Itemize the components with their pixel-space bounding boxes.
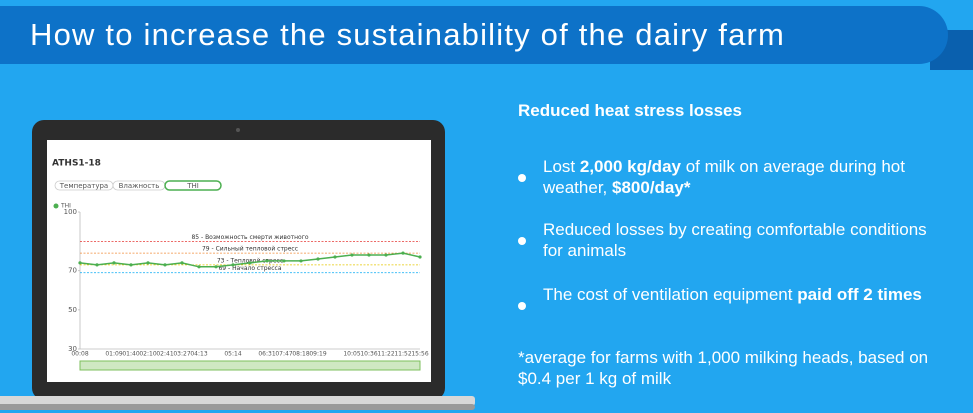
threshold-label: 85 - Возможность смерти животного bbox=[191, 234, 308, 241]
data-point bbox=[418, 255, 422, 259]
bullet-dot bbox=[518, 302, 526, 310]
bullet-text: of milk on average during hot weather, bbox=[543, 157, 910, 197]
data-point bbox=[299, 259, 303, 263]
camera bbox=[236, 128, 240, 132]
x-tick-label: 07:47 bbox=[275, 351, 292, 358]
x-tick-label: 11:52 bbox=[394, 351, 411, 358]
bullet-dot bbox=[518, 237, 526, 245]
section-heading: Reduced heat stress losses bbox=[518, 101, 742, 120]
x-tick-label: 01:40 bbox=[122, 351, 139, 358]
data-point bbox=[129, 263, 133, 267]
data-point bbox=[95, 263, 99, 267]
x-tick-label: 11:22 bbox=[377, 351, 394, 358]
title-banner bbox=[0, 6, 948, 64]
x-tick-label: 05:14 bbox=[224, 351, 241, 358]
bullet-item: Lost 2,000 kg/day of milk on average dur… bbox=[543, 156, 943, 198]
legend-label: THI bbox=[60, 203, 71, 210]
threshold-label: 69 - Начало стресса bbox=[218, 265, 281, 272]
laptop: ATHS1-18 Температура Влажность THI THI 30 50 7… bbox=[0, 120, 475, 410]
bullet-text: Reduced losses by creating comfortable c… bbox=[543, 220, 932, 260]
x-tick-label: 15:56 bbox=[411, 351, 428, 358]
data-point bbox=[384, 253, 388, 257]
bullet-text: $800/day* bbox=[612, 178, 691, 197]
data-point bbox=[350, 253, 354, 257]
data-point bbox=[265, 259, 269, 263]
data-point bbox=[163, 263, 167, 267]
bullet-text: 2,000 kg/day bbox=[579, 157, 681, 176]
x-tick-label: 04:13 bbox=[190, 351, 207, 358]
y-tick-label: 30 bbox=[68, 345, 77, 353]
x-tick-label: 10:05 bbox=[343, 351, 360, 358]
data-point bbox=[282, 259, 286, 263]
data-point bbox=[78, 261, 82, 265]
data-point bbox=[333, 255, 337, 259]
data-point bbox=[248, 261, 252, 265]
laptop-base bbox=[0, 396, 475, 406]
y-tick-label: 70 bbox=[68, 267, 77, 275]
tab-label: THI bbox=[186, 182, 199, 190]
bullet-dot bbox=[518, 174, 526, 182]
data-point bbox=[197, 265, 201, 269]
x-tick-label: 02:41 bbox=[156, 351, 173, 358]
bullet-text: The cost of ventilation equipment bbox=[543, 285, 798, 304]
bullet-item: Reduced losses by creating comfortable c… bbox=[543, 219, 943, 261]
threshold-label: 73 - Тепловой стресс bbox=[217, 257, 283, 264]
footnote: *average for farms with 1,000 milking he… bbox=[518, 348, 929, 388]
legend-marker bbox=[53, 203, 59, 209]
x-tick-label: 00:08 bbox=[71, 351, 88, 358]
bullet-text: paid off 2 times bbox=[797, 285, 922, 304]
data-point bbox=[180, 261, 184, 265]
y-tick-label: 100 bbox=[64, 208, 77, 216]
tab-label: Температура bbox=[59, 182, 108, 190]
data-point bbox=[112, 261, 116, 265]
x-tick-label: 10:36 bbox=[360, 351, 377, 358]
screen bbox=[47, 140, 431, 382]
bullet-text: Lost bbox=[543, 157, 580, 176]
scrollbar bbox=[79, 360, 421, 371]
x-tick-label: 06:31 bbox=[258, 351, 275, 358]
bullet-item: The cost of ventilation equipment paid o… bbox=[543, 284, 943, 305]
x-tick-label: 01:09 bbox=[105, 351, 122, 358]
x-tick-label: 02:10 bbox=[139, 351, 156, 358]
chart-title: ATHS1-18 bbox=[52, 159, 101, 169]
x-tick-label: 09:19 bbox=[309, 351, 326, 358]
laptop-base-edge bbox=[0, 404, 475, 410]
data-point bbox=[214, 265, 218, 269]
tab bbox=[164, 180, 222, 191]
data-point bbox=[401, 251, 405, 255]
threshold-label: 79 - Сильный тепловой стресс bbox=[202, 246, 298, 253]
tab-label: Влажность bbox=[119, 182, 160, 190]
data-point bbox=[316, 257, 320, 261]
slide-title: How to increase the sustainability of th… bbox=[30, 17, 786, 52]
x-tick-label: 03:27 bbox=[173, 351, 190, 358]
data-point bbox=[146, 261, 150, 265]
data-point bbox=[231, 263, 235, 267]
x-tick-label: 08:18 bbox=[292, 351, 309, 358]
y-tick-label: 50 bbox=[68, 306, 77, 314]
data-point bbox=[367, 253, 371, 257]
